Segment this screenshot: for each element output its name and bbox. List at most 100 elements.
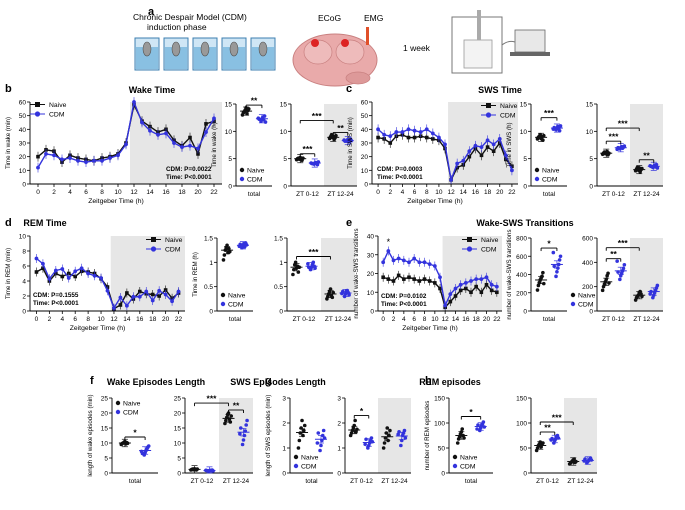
y-tick-label: 0.5 bbox=[274, 284, 283, 291]
x-tick-label: 22 bbox=[175, 316, 183, 323]
data-point-cdm bbox=[396, 256, 401, 261]
data-point-cdm bbox=[481, 420, 486, 424]
data-point-cdm bbox=[510, 168, 514, 173]
legend-cdm-label: CDM bbox=[49, 112, 65, 119]
y-tick-label: 15 bbox=[174, 426, 182, 433]
stats-text: Time: P<0.0001 bbox=[33, 300, 79, 307]
data-point-cdm bbox=[137, 294, 142, 299]
data-point-cdm bbox=[491, 142, 496, 147]
y-tick-label: 15 bbox=[586, 102, 594, 109]
data-point-cdm bbox=[140, 120, 144, 125]
y-tick-label: 2 bbox=[282, 421, 286, 428]
legend-naive-label: Naive bbox=[247, 168, 265, 175]
y-tick-label: 0 bbox=[283, 184, 287, 191]
data-point-cdm bbox=[196, 146, 200, 151]
x-tick-label: 18 bbox=[149, 316, 157, 323]
data-point-naive bbox=[386, 277, 391, 281]
y-tick-label: 20 bbox=[361, 154, 369, 161]
data-point-naive bbox=[479, 153, 484, 158]
y-tick-label: 0.5 bbox=[204, 284, 213, 291]
one-week-label: 1 week bbox=[403, 43, 431, 53]
x-axis-label: Zeitgeber Time (h) bbox=[70, 325, 126, 332]
data-point-naive bbox=[455, 441, 460, 445]
data-point-naive bbox=[331, 290, 336, 295]
data-point-cdm bbox=[73, 269, 78, 274]
legend-naive-marker bbox=[534, 167, 540, 173]
legend-cdm-label: CDM bbox=[542, 177, 558, 184]
data-point-naive bbox=[196, 152, 200, 156]
y-tick-label: 0 bbox=[22, 309, 26, 316]
data-point-cdm bbox=[615, 259, 619, 263]
data-point-cdm bbox=[262, 114, 267, 118]
data-point-naive bbox=[458, 288, 463, 293]
significance-label: ** bbox=[544, 423, 551, 433]
data-point-cdm bbox=[403, 436, 408, 440]
y-tick-label: 0 bbox=[441, 471, 445, 478]
x-tick-label: 14 bbox=[452, 316, 460, 323]
data-point-cdm bbox=[476, 423, 480, 427]
data-point-cdm bbox=[245, 418, 249, 423]
data-point-cdm bbox=[469, 279, 473, 283]
y-tick-label: 40 bbox=[19, 127, 27, 134]
y-tick-label: 800 bbox=[516, 236, 527, 243]
data-point-cdm bbox=[407, 260, 411, 265]
y-tick-label: 1.5 bbox=[274, 236, 283, 243]
data-point-cdm bbox=[427, 262, 432, 267]
legend-cdm-label: CDM bbox=[578, 302, 594, 309]
data-point-naive bbox=[381, 446, 386, 450]
y-tick-label: 10 bbox=[19, 234, 27, 241]
data-point-naive bbox=[301, 433, 305, 438]
data-point-cdm bbox=[474, 277, 479, 282]
stats-text: CDM: P=0.0003 bbox=[377, 166, 423, 173]
category-label: total bbox=[129, 478, 142, 485]
legend-naive-marker bbox=[452, 454, 458, 460]
data-point-cdm bbox=[170, 299, 174, 304]
category-label: total bbox=[248, 191, 261, 198]
data-point-cdm bbox=[238, 426, 243, 430]
data-point-cdm bbox=[36, 165, 40, 170]
data-point-cdm bbox=[238, 432, 242, 436]
data-point-naive bbox=[489, 288, 494, 293]
data-point-cdm bbox=[34, 256, 39, 261]
x-tick-label: 20 bbox=[162, 316, 170, 323]
data-point-cdm bbox=[144, 289, 149, 294]
legend-naive-label: Naive bbox=[301, 455, 319, 462]
y-tick-label: 0 bbox=[209, 309, 213, 316]
category-label: total bbox=[229, 316, 242, 323]
data-point-cdm bbox=[116, 153, 120, 158]
mouse bbox=[229, 41, 239, 57]
panel-a-subtitle: induction phase bbox=[147, 22, 207, 32]
data-point-naive bbox=[382, 441, 387, 445]
data-point-cdm bbox=[99, 276, 103, 280]
data-point-cdm bbox=[316, 431, 321, 435]
data-point-cdm bbox=[156, 132, 160, 137]
data-point-naive bbox=[402, 277, 406, 281]
data-point-cdm bbox=[443, 303, 448, 308]
legend: Naive CDM bbox=[220, 293, 246, 309]
significance-star: * bbox=[387, 237, 391, 247]
data-point-cdm bbox=[347, 293, 351, 297]
swim-test-beakers bbox=[134, 37, 276, 71]
legend: Naive CDM bbox=[452, 454, 478, 471]
legend-naive-marker bbox=[570, 292, 576, 298]
data-point-cdm bbox=[76, 158, 80, 163]
y-tick-label: 10 bbox=[174, 441, 182, 448]
significance-label: * bbox=[469, 407, 473, 417]
x-tick-label: 8 bbox=[86, 316, 90, 323]
data-point-naive bbox=[355, 427, 359, 432]
stats-text: CDM: P=0.0102 bbox=[381, 293, 427, 300]
data-point-cdm bbox=[554, 274, 558, 279]
legend-cdm-label: CDM bbox=[301, 464, 317, 471]
y-tick-label: 50 bbox=[520, 446, 528, 453]
significance-label: *** bbox=[552, 413, 563, 423]
x-tick-label: 12 bbox=[442, 316, 450, 323]
y-axis-label: Time in REM (min) bbox=[5, 248, 12, 299]
data-point-cdm bbox=[47, 276, 52, 281]
data-point-cdm bbox=[467, 149, 472, 154]
y-tick-label: 15 bbox=[225, 102, 233, 109]
y-tick-label: 15 bbox=[101, 426, 109, 433]
water bbox=[252, 47, 274, 69]
